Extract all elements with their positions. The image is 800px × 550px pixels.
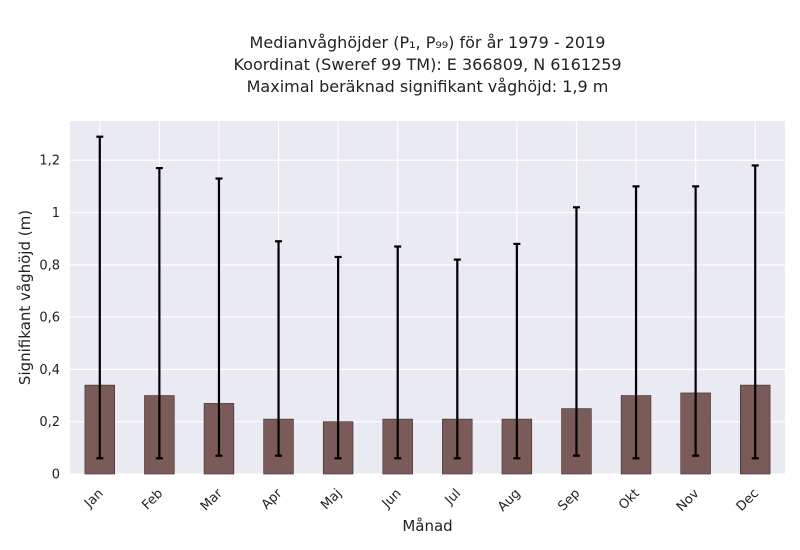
errorbar-jul (453, 258, 461, 460)
x-tick-label: Jun (379, 486, 405, 512)
chart-title: Medianvåghöjder (P₁, P₉₉) för år 1979 - … (70, 32, 785, 98)
x-tick-label: Dec (734, 486, 762, 514)
x-axis-ticks: Jan Feb Mar Apr Maj Jun Jul Aug Sep Okt Nov Dec (81, 486, 762, 515)
errorbar-aug (513, 242, 521, 460)
x-tick-label: Maj (318, 486, 345, 513)
chart-title-line-2: Koordinat (Sweref 99 TM): E 366809, N 61… (233, 55, 622, 74)
chart-title-line-1: Medianvåghöjder (P₁, P₉₉) för år 1979 - … (249, 33, 606, 52)
y-tick-label: 1 (52, 206, 60, 221)
errorbar-sep (572, 206, 580, 457)
y-tick-label: 0,6 (39, 311, 60, 326)
x-tick-label: Sep (555, 486, 583, 514)
x-tick-label: Feb (139, 486, 166, 513)
x-tick-label: Jan (81, 486, 106, 511)
x-tick-label: Nov (674, 486, 703, 515)
y-tick-label: 0,8 (39, 258, 60, 273)
errorbar-maj (334, 255, 342, 460)
y-tick-label: 0,4 (39, 363, 60, 378)
y-tick-label: 0,2 (39, 415, 60, 430)
x-tick-label: Jul (442, 486, 464, 508)
errorbar-nov (692, 185, 700, 457)
x-tick-label: Okt (616, 486, 643, 513)
x-tick-label: Mar (198, 486, 226, 514)
x-tick-label: Aug (495, 486, 524, 515)
errorbar-dec (751, 164, 759, 460)
y-axis-ticks: 0 0,2 0,4 0,6 0,8 1 1,2 (39, 154, 60, 483)
errorbar-apr (275, 240, 283, 457)
errorbar-feb (155, 166, 163, 460)
errorbar-mar (215, 177, 223, 457)
plot-area (70, 121, 785, 474)
errorbar-jun (394, 245, 402, 460)
errorbar-okt (632, 185, 640, 460)
y-tick-label: 1,2 (39, 154, 60, 169)
x-tick-label: Apr (259, 486, 286, 513)
x-axis-label: Månad (402, 517, 452, 535)
y-tick-label: 0 (52, 468, 60, 483)
y-axis-label: Signifikant våghöjd (m) (16, 210, 34, 385)
chart-title-line-3: Maximal beräknad signifikant våghöjd: 1,… (246, 77, 609, 96)
errorbar-series (96, 135, 759, 460)
errorbar-jan (96, 135, 104, 460)
